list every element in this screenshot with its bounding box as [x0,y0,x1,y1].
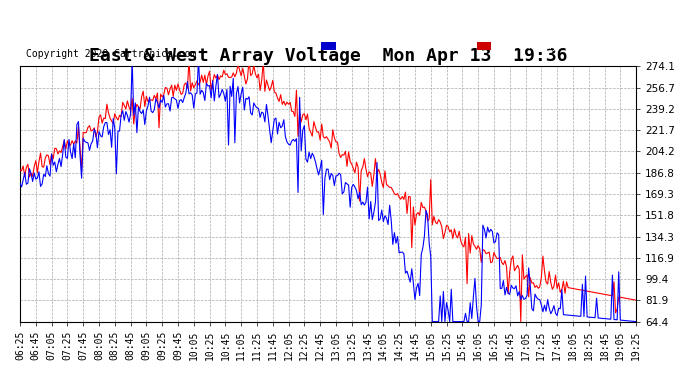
Legend: East Array  (DC Volts), West Array  (DC Volts): East Array (DC Volts), West Array (DC Vo… [318,38,631,54]
Title: East & West Array Voltage  Mon Apr 13  19:36: East & West Array Voltage Mon Apr 13 19:… [89,47,567,65]
Text: Copyright 2020 Cartronics.com: Copyright 2020 Cartronics.com [26,49,197,58]
